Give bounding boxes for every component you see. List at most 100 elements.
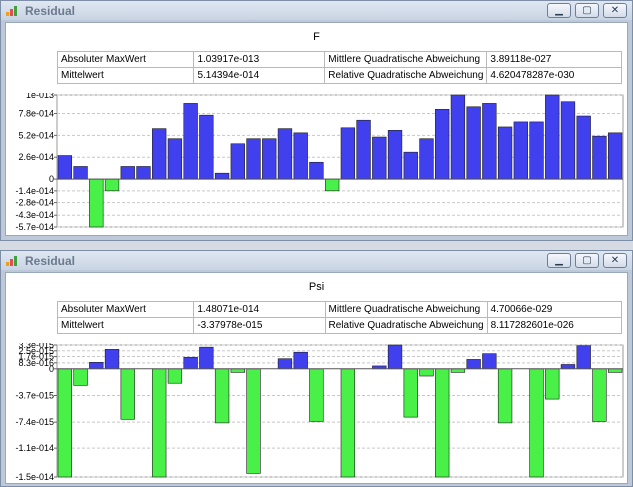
bar (482, 353, 497, 370)
bar (435, 368, 450, 478)
mean-value: -3.37978e-015 (193, 317, 326, 334)
y-tick-label: 2.5e-015 (18, 346, 54, 356)
bar (450, 94, 466, 180)
bar (199, 346, 214, 370)
bar (466, 359, 481, 370)
rel-mse-value: 4.620478287e-030 (486, 67, 622, 84)
y-tick-label: -7.4e-015 (15, 417, 54, 427)
y-tick-label: -5.7e-014 (15, 222, 54, 232)
abs-max-value: 1.03917e-013 (193, 51, 326, 68)
bar (592, 135, 607, 180)
close-icon: ✕ (610, 5, 620, 16)
mean-label: Mittelwert (56, 67, 195, 84)
bar (529, 368, 544, 478)
bar (560, 101, 576, 180)
bar (324, 178, 340, 192)
bar-chart-icon (6, 5, 20, 16)
title-bar[interactable]: Residual ▁ ▢ ✕ (1, 1, 632, 20)
residual-window-f: Residual ▁ ▢ ✕ F Absoluter MaxWert 1.039… (0, 0, 633, 241)
bar (214, 368, 230, 424)
residual-window-psi: Residual ▁ ▢ ✕ Psi Absoluter MaxWert 1.4… (0, 250, 633, 487)
abs-max-value: 1.48071e-014 (193, 301, 326, 318)
abs-max-label: Absoluter MaxWert (56, 51, 195, 68)
y-tick-label: 7.8e-014 (18, 108, 54, 118)
bar (293, 132, 308, 180)
maximize-button[interactable]: ▢ (575, 253, 599, 268)
bar (340, 127, 356, 180)
bar (372, 136, 387, 180)
bar (497, 126, 513, 180)
table-row: Mittelwert -3.37978e-015 Relative Quadra… (56, 317, 623, 334)
minimize-button[interactable]: ▁ (547, 253, 571, 268)
bar (57, 155, 73, 180)
abs-max-label: Absoluter MaxWert (56, 301, 195, 318)
minimize-icon: ▁ (555, 5, 563, 16)
y-tick-label: -1.5e-014 (15, 472, 54, 482)
close-button[interactable]: ✕ (603, 3, 627, 18)
plot-area (56, 344, 624, 478)
minimize-icon: ▁ (555, 255, 563, 266)
mean-value: 5.14394e-014 (193, 67, 326, 84)
bar (403, 368, 418, 418)
bar (450, 368, 466, 373)
mean-label: Mittelwert (56, 317, 195, 334)
mse-label: Mittlere Quadratische Abweichung (324, 301, 488, 318)
y-tick-label: -2.8e-014 (15, 198, 54, 208)
table-row: Absoluter MaxWert 1.48071e-014 Mittlere … (56, 301, 623, 318)
bar (167, 138, 183, 180)
chart-title: F (313, 31, 320, 43)
maximize-button[interactable]: ▢ (575, 3, 599, 18)
bar (592, 368, 607, 422)
rel-mse-value: 8.117282601e-026 (486, 317, 623, 334)
bar (560, 364, 576, 370)
bar (545, 94, 560, 180)
bar (576, 115, 591, 180)
bar (73, 368, 88, 386)
bar (230, 143, 245, 180)
bar (466, 106, 481, 180)
bar (340, 368, 356, 478)
y-tick-label: -4.3e-014 (15, 210, 54, 220)
y-tick-label: 3.3e-015 (18, 343, 54, 350)
bar (482, 103, 497, 180)
bar (387, 344, 403, 370)
table-row: Absoluter MaxWert 1.03917e-013 Mittlere … (56, 51, 622, 68)
minimize-button[interactable]: ▁ (547, 3, 571, 18)
bar (199, 114, 214, 180)
bar (120, 368, 135, 420)
title-bar[interactable]: Residual ▁ ▢ ✕ (1, 251, 632, 270)
bar (293, 351, 308, 370)
bar (89, 178, 104, 228)
rel-mse-label: Relative Quadratische Abweichung (324, 67, 488, 84)
close-button[interactable]: ✕ (603, 253, 627, 268)
stats-table: Absoluter MaxWert 1.48071e-014 Mittlere … (56, 301, 623, 334)
bar (183, 103, 198, 180)
plot-area (56, 94, 624, 228)
y-tick-label: -1.1e-014 (15, 443, 54, 453)
y-tick-label: 1e-013 (26, 93, 54, 100)
bar (136, 166, 151, 180)
bar (262, 138, 277, 180)
bar-chart-icon (6, 255, 20, 266)
bar (607, 368, 623, 373)
bar (419, 368, 434, 377)
bar (419, 138, 434, 180)
bar (57, 368, 73, 478)
stats-table: Absoluter MaxWert 1.03917e-013 Mittlere … (56, 51, 622, 84)
bar (497, 368, 513, 424)
y-tick-label: 2.6e-014 (18, 152, 54, 162)
window-title: Residual (25, 254, 76, 268)
mse-label: Mittlere Quadratische Abweichung (324, 51, 488, 68)
bar (545, 368, 560, 400)
table-row: Mittelwert 5.14394e-014 Relative Quadrat… (56, 67, 622, 84)
bar (167, 368, 183, 384)
maximize-icon: ▢ (582, 5, 592, 16)
bar (120, 166, 135, 180)
bar (246, 368, 261, 474)
y-tick-label: 8.3e-016 (18, 358, 54, 368)
y-tick-label: -3.7e-015 (15, 390, 54, 400)
mse-value: 3.89118e-027 (486, 51, 622, 68)
bar (89, 362, 104, 370)
bar (73, 166, 88, 180)
